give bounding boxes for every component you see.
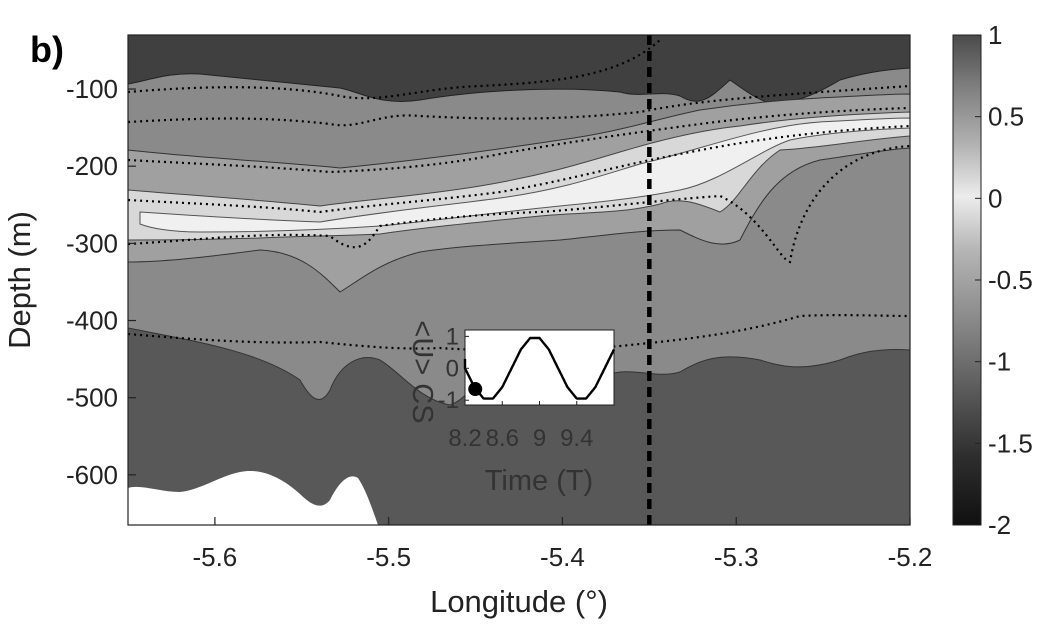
plot-frame	[127, 34, 911, 526]
x-axis: -5.6 -5.5 -5.4 -5.3 -5.2	[192, 517, 932, 572]
y-tick-label: -200	[66, 151, 118, 181]
inset-x-axis-title: Time (T)	[485, 465, 593, 497]
inset-marker	[468, 382, 483, 397]
inset-series-line	[463, 336, 616, 400]
x-axis-title: Longitude (°)	[430, 584, 608, 619]
y-axis-title: Depth (m)	[2, 211, 37, 349]
colorbar-tick-label: -0.5	[988, 265, 1033, 295]
colorbar-tick-label: -1	[988, 347, 1011, 377]
colorbar-tick-label: 0	[988, 183, 1002, 213]
x-tick-label: -5.6	[192, 542, 237, 572]
inset-x-tick-label: 9.4	[560, 425, 593, 452]
inset-y-tick-label: -1	[438, 387, 459, 414]
surface-layer	[128, 35, 910, 105]
y-tick-label: -400	[66, 306, 118, 336]
y-tick-label: -300	[66, 228, 118, 258]
x-tick-label: -5.5	[366, 542, 411, 572]
x-tick-label: -5.2	[888, 542, 933, 572]
inset-x-tick-label: 8.6	[486, 425, 519, 452]
y-tick-label: -600	[66, 460, 118, 490]
y-tick-label: -100	[66, 74, 118, 104]
inset-x-tick-label: 9	[533, 425, 546, 452]
inset-y-axis-title: <U> CS	[406, 320, 438, 423]
inset-plot: 8.2 8.6 9 9.4 1 0 -1 Time (T) <U> CS	[406, 320, 616, 497]
colorbar-ticks: 1 0.5 0 -0.5 -1 -1.5 -2	[975, 20, 1033, 540]
bottom-topography	[128, 470, 378, 525]
colorbar-tick-label: 1	[988, 20, 1002, 50]
y-tick-label: -500	[66, 383, 118, 413]
colorbar-tick-label: 0.5	[988, 102, 1024, 132]
colorbar-tick-label: -2	[988, 510, 1011, 540]
inset-y-tick-label: 0	[446, 355, 459, 382]
x-tick-label: -5.3	[714, 542, 759, 572]
heatmap-field	[128, 35, 910, 525]
colorbar-tick-label: -1.5	[988, 428, 1033, 458]
inset-y-axis: 1 0 -1	[438, 323, 469, 414]
inset-x-tick-label: 8.2	[448, 425, 481, 452]
panel-label: b)	[30, 29, 64, 70]
y-axis: -100 -200 -300 -400 -500 -600	[66, 74, 136, 490]
inset-y-tick-label: 1	[446, 323, 459, 350]
inset-frame	[464, 329, 615, 406]
x-tick-label: -5.4	[540, 542, 585, 572]
inset-x-axis: 8.2 8.6 9 9.4	[448, 401, 593, 452]
